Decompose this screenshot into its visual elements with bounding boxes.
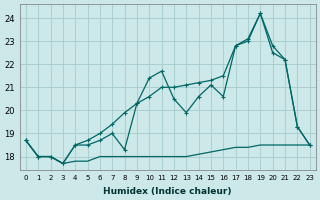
X-axis label: Humidex (Indice chaleur): Humidex (Indice chaleur) (103, 187, 232, 196)
